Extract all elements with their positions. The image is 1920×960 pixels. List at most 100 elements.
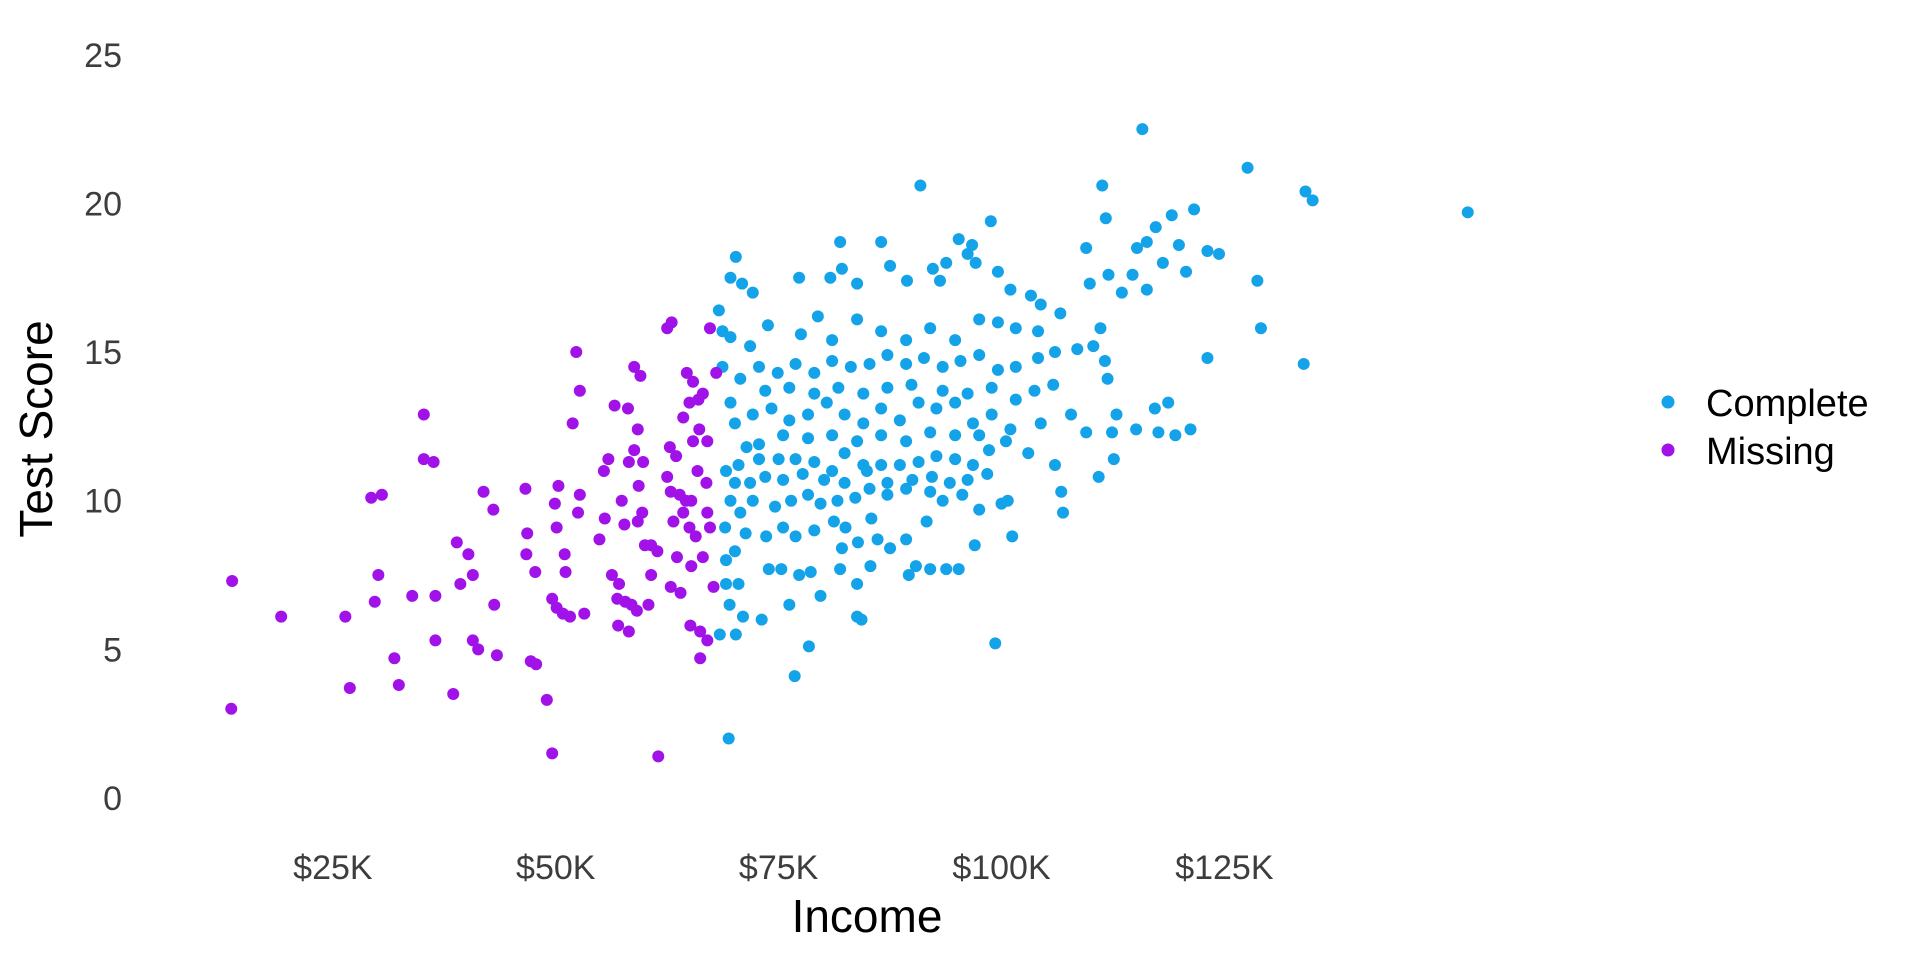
data-point-missing [450,536,463,549]
y-tick-label: 25 [84,37,122,75]
data-point-missing [417,453,430,466]
data-point-complete [1140,283,1153,296]
data-point-complete [746,286,759,299]
x-tick-label: $50K [516,849,596,887]
data-point-complete [793,569,806,582]
data-point-complete [720,464,733,477]
data-point-complete [1162,396,1175,409]
data-point-complete [772,453,785,466]
data-point-complete [802,432,815,445]
data-point-missing [566,417,579,430]
data-point-missing [674,586,687,599]
data-point-missing [520,548,533,561]
data-point-complete [881,476,894,489]
data-point-complete [1009,393,1022,406]
data-point-missing [612,619,625,632]
data-point-complete [968,539,981,552]
data-point-missing [677,411,690,424]
data-point-complete [1184,423,1197,436]
data-point-complete [844,360,857,373]
data-point-missing [564,610,577,623]
data-point-complete [1034,298,1047,311]
data-point-missing [701,634,714,647]
data-point-missing [417,408,430,421]
data-point-complete [826,334,839,347]
data-point-missing [339,610,352,623]
data-point-missing [406,589,419,602]
data-point-complete [936,494,949,507]
data-point-complete [930,402,943,415]
data-point-complete [777,473,790,486]
data-point-missing [487,503,500,516]
data-point-complete [838,476,851,489]
points-layer [225,123,1474,763]
data-point-missing [375,488,388,501]
data-point-complete [900,334,913,347]
data-point-missing [559,566,572,579]
x-tick-label: $125K [1175,849,1274,887]
data-point-complete [917,351,930,364]
data-point-missing [696,387,709,400]
data-point-missing [447,687,460,700]
data-point-complete [991,265,1004,278]
data-point-complete [914,179,927,192]
data-point-missing [651,545,664,558]
data-point-complete [857,417,870,430]
data-point-complete [762,563,775,576]
data-point-complete [1055,485,1068,498]
data-point-complete [796,467,809,480]
data-point-complete [875,402,888,415]
data-point-missing [392,679,405,692]
data-point-complete [1004,283,1017,296]
data-point-complete [1201,351,1214,364]
data-point-complete [1009,360,1022,373]
y-tick-label: 20 [84,185,122,223]
data-point-missing [365,491,378,504]
data-point-complete [966,239,979,252]
y-axis-title: Test Score [10,320,62,537]
data-point-complete [973,429,986,442]
data-point-complete [1024,289,1037,302]
data-point-missing [677,506,690,519]
data-point-missing [593,533,606,546]
data-point-complete [1149,221,1162,234]
data-point-missing [622,456,635,469]
data-point-complete [771,366,784,379]
data-point-complete [900,482,913,495]
data-point-missing [621,402,634,415]
data-point-complete [1241,161,1254,174]
x-tick-label: $25K [293,849,373,887]
data-point-missing [632,479,645,492]
data-point-complete [1213,247,1226,260]
data-point-complete [1140,236,1153,249]
data-point-complete [808,387,821,400]
data-point-missing [429,634,442,647]
data-point-complete [753,453,766,466]
data-point-complete [728,417,741,430]
data-point-complete [1099,212,1112,225]
data-point-complete [1110,408,1123,421]
data-point-complete [966,417,979,430]
data-point-complete [1080,241,1093,254]
data-point-complete [906,473,919,486]
data-point-complete [961,473,974,486]
data-point-complete [1101,372,1114,385]
data-point-complete [759,384,772,397]
data-point-missing [488,598,501,611]
data-point-complete [1071,343,1084,356]
data-point-complete [835,262,848,275]
data-point-missing [694,652,707,665]
data-point-complete [724,396,737,409]
data-point-complete [1156,256,1169,269]
data-point-complete [785,494,798,507]
data-point-complete [969,256,982,269]
data-point-missing [472,643,485,656]
data-point-missing [637,456,650,469]
legend: Complete Missing [1661,383,1869,473]
data-point-complete [875,325,888,338]
data-point-missing [427,456,440,469]
legend-marker-complete [1661,395,1675,409]
data-point-complete [884,259,897,272]
data-point-complete [712,304,725,317]
data-point-missing [667,515,680,528]
